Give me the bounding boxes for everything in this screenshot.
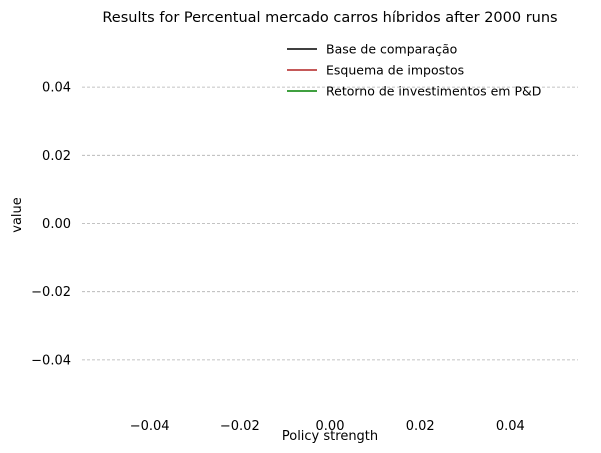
x-tick-label: −0.04 <box>130 419 170 434</box>
y-tick-label: −0.02 <box>31 285 71 300</box>
y-tick-label: 0.02 <box>42 149 71 164</box>
x-tick-label: 0.04 <box>496 419 525 434</box>
y-tick-label: 0.04 <box>42 81 71 96</box>
x-axis-ticks: −0.04 −0.02 0.00 0.02 0.04 <box>130 419 525 434</box>
gridlines <box>82 86 578 361</box>
legend-label: Esquema de impostos <box>326 63 464 78</box>
chart-title: Results for Percentual mercado carros hí… <box>102 10 557 26</box>
x-tick-label: 0.00 <box>316 419 345 434</box>
x-tick-label: −0.02 <box>220 419 260 434</box>
y-axis-ticks: 0.04 0.02 0.00 −0.02 −0.04 <box>31 81 71 369</box>
x-tick-label: 0.02 <box>406 419 435 434</box>
y-tick-label: 0.00 <box>42 217 71 232</box>
legend-label: Retorno de investimentos em P&D <box>326 84 541 99</box>
y-tick-label: −0.04 <box>31 353 71 368</box>
x-axis-title: Policy strength <box>282 429 378 444</box>
y-axis-title: value <box>10 197 25 233</box>
legend: Base de comparação Esquema de impostos Ret… <box>287 42 541 99</box>
legend-label: Base de comparação <box>326 42 457 57</box>
